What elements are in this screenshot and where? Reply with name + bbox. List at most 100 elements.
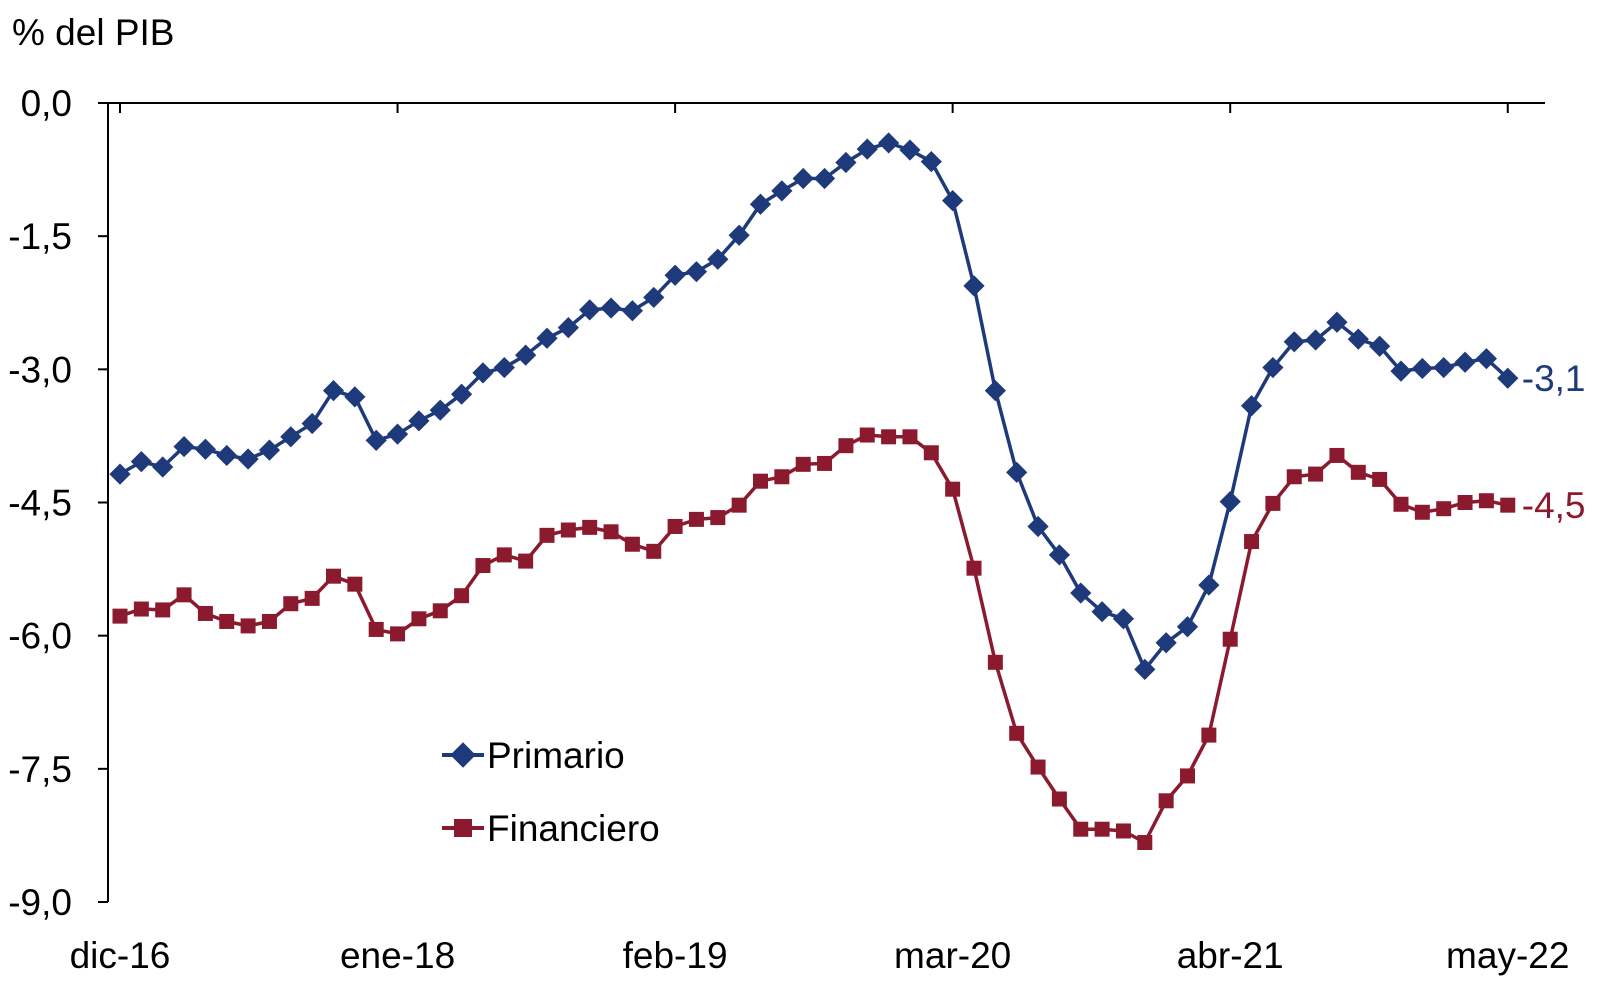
data-point [1219,491,1241,513]
y-axis-label: % del PIB [12,12,174,53]
data-point [133,601,149,617]
data-point [881,429,897,445]
data-point [984,380,1006,402]
data-point [856,138,878,160]
data-point [258,439,281,461]
data-point [817,455,833,471]
x-tick-label: mar-20 [894,935,1011,976]
data-point [515,344,537,366]
data-point [1030,759,1046,775]
data-point [859,427,875,443]
data-point [963,275,985,297]
data-point [301,412,323,435]
data-point [792,167,814,190]
data-point [1350,464,1366,480]
end-value-label-primario: -3,1 [1522,358,1586,399]
data-point [365,429,387,451]
data-point [710,510,726,526]
y-tick-label: -6,0 [8,616,72,657]
data-point [728,224,750,246]
x-tick-label: may-22 [1446,935,1569,976]
data-point [432,603,448,619]
data-point [1115,823,1131,839]
data-point [1137,835,1153,851]
data-point [838,438,854,454]
x-axis-ticks: dic-16 ene-18 feb-19 mar-20 abr-21 may-22 [70,103,1569,976]
y-axis-ticks: 0,0 -1,5 -3,0 -4,5 -6,0 -7,5 -9,0 [8,83,108,923]
legend-label-primario: Primario [487,735,625,776]
data-point [1244,534,1260,550]
data-point [216,444,238,467]
data-point [322,380,345,402]
data-point [1176,616,1199,638]
data-point [749,193,772,215]
data-point [1006,461,1028,483]
data-point [987,654,1003,670]
y-tick-label: -4,5 [8,483,72,524]
data-point [771,180,793,202]
data-point [1094,821,1110,837]
data-point [1112,608,1135,630]
data-point [667,518,683,534]
data-point [1393,496,1409,512]
legend-marker-diamond [450,742,476,768]
data-point [304,590,320,606]
x-tick-label: dic-16 [70,935,171,976]
data-point [621,300,644,322]
data-point [386,423,409,445]
legend-marker-square [454,819,472,837]
data-point [347,576,363,592]
data-point [1180,768,1195,784]
axes [107,102,1545,902]
data-point [707,248,729,270]
data-point [899,139,921,161]
y-tick-label: -1,5 [8,216,72,257]
data-point [902,429,918,445]
data-point [624,536,640,552]
data-point [475,558,491,574]
data-point [813,167,836,190]
data-point [1414,504,1430,520]
x-tick-label: ene-18 [340,935,455,976]
data-point [1201,727,1217,743]
legend-item-financiero: Financiero [442,808,660,849]
data-point [1155,632,1177,654]
data-point [237,448,259,470]
data-point [1027,515,1049,538]
data-point [1240,395,1263,417]
data-point [368,621,384,637]
data-point [1308,466,1324,482]
data-point [130,451,152,473]
data-point [731,497,747,513]
data-point [643,286,665,309]
legend-item-primario: Primario [442,735,625,776]
data-point [1372,471,1388,487]
data-point [219,613,235,629]
data-point [685,261,708,283]
data-point [176,587,192,603]
data-point [1457,495,1473,510]
data-point [664,264,686,286]
data-point [646,543,662,559]
data-point [1436,501,1452,517]
data-point [496,547,512,563]
data-point [1454,351,1476,373]
data-point [1051,791,1067,807]
data-point [795,456,811,472]
x-tick-label: abr-21 [1177,935,1284,976]
data-point [1329,447,1345,463]
data-point [1198,574,1220,596]
data-point [283,596,299,612]
y-tick-label: -7,5 [8,749,72,790]
series-primario: -3,1 [109,132,1586,681]
data-point [411,611,427,627]
data-point [560,522,576,538]
data-point [390,626,406,642]
data-point [155,602,171,618]
data-point [579,299,601,321]
legend: Primario Financiero [442,735,660,849]
data-point [942,190,964,212]
data-point [493,356,515,379]
end-value-label-financiero: -4,5 [1522,485,1586,526]
